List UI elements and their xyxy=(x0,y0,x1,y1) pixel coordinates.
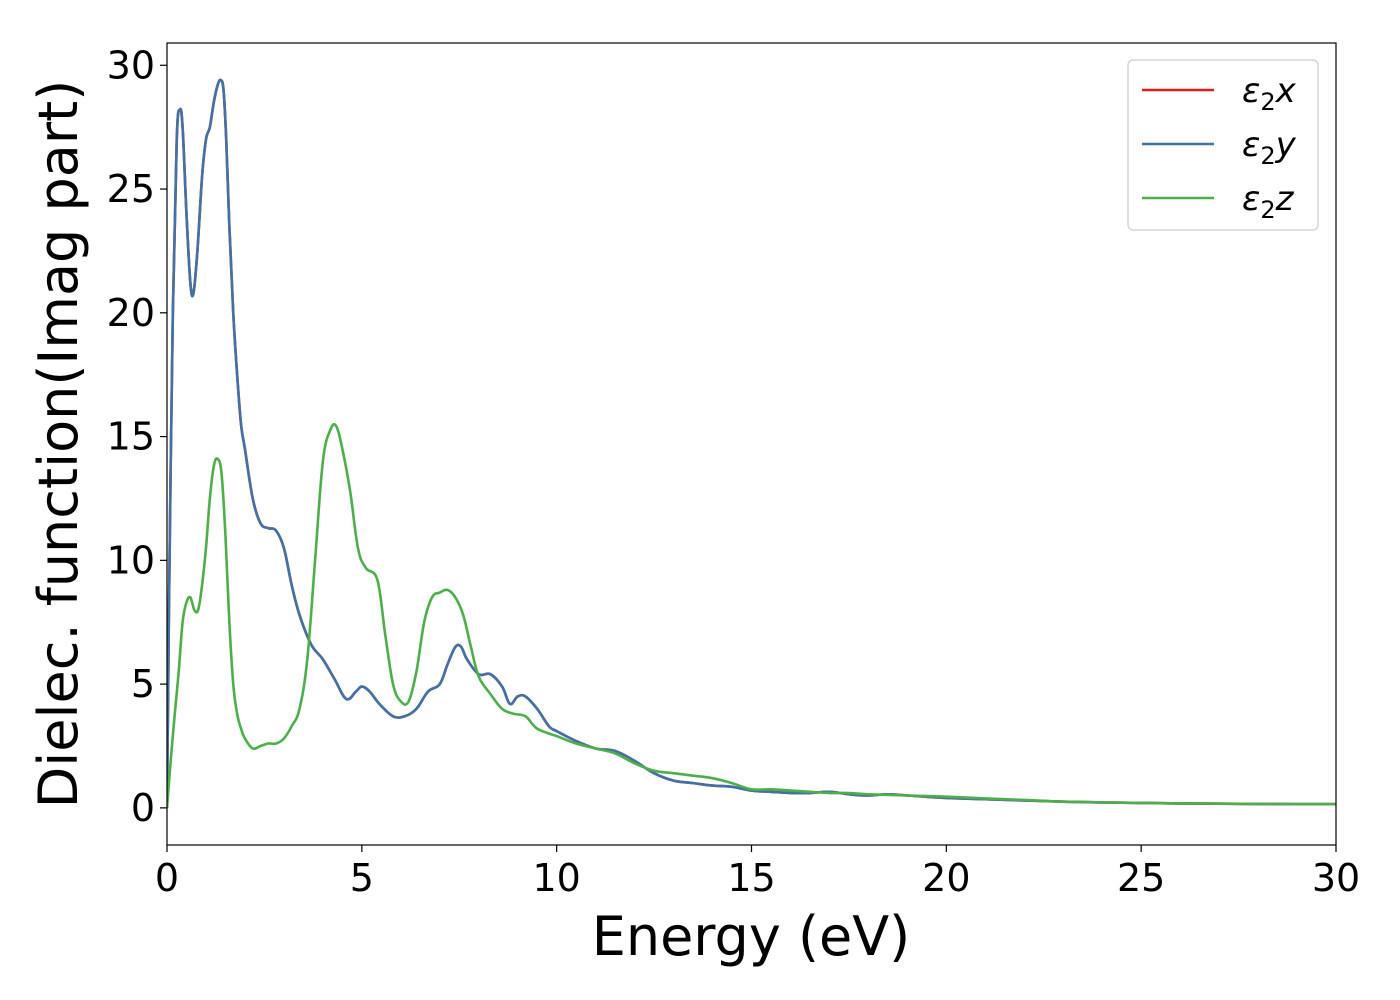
legend-label-x: ε2x xyxy=(1242,71,1297,116)
y-axis-label: Dielec. function(Imag part) xyxy=(27,80,90,809)
x-tick-label: 10 xyxy=(532,856,580,900)
y-tick-label: 15 xyxy=(107,415,155,459)
axis-ticks: 0 5 10 15 20 25 30 0 5 10 15 20 25 30 xyxy=(107,43,1361,900)
legend-label-z: ε2z xyxy=(1242,179,1295,224)
y-tick-label: 25 xyxy=(107,167,155,211)
x-tick-label: 20 xyxy=(922,856,970,900)
series-line-z xyxy=(167,422,1336,808)
x-tick-label: 30 xyxy=(1312,856,1360,900)
x-tick-label: 5 xyxy=(350,856,374,900)
series-lines xyxy=(167,78,1336,808)
legend-label-y: ε2y xyxy=(1242,125,1297,170)
x-tick-label: 0 xyxy=(155,856,179,900)
y-tick-label: 0 xyxy=(131,786,155,830)
y-tick-label: 5 xyxy=(131,662,155,706)
y-tick-label: 10 xyxy=(107,538,155,582)
x-axis-label: Energy (eV) xyxy=(592,905,911,968)
y-tick-label: 20 xyxy=(107,291,155,335)
legend: ε2x ε2y ε2z xyxy=(1127,59,1319,231)
y-tick-label: 30 xyxy=(107,43,155,87)
x-tick-label: 15 xyxy=(727,856,775,900)
x-tick-label: 25 xyxy=(1117,856,1165,900)
legend-box xyxy=(1127,59,1319,231)
